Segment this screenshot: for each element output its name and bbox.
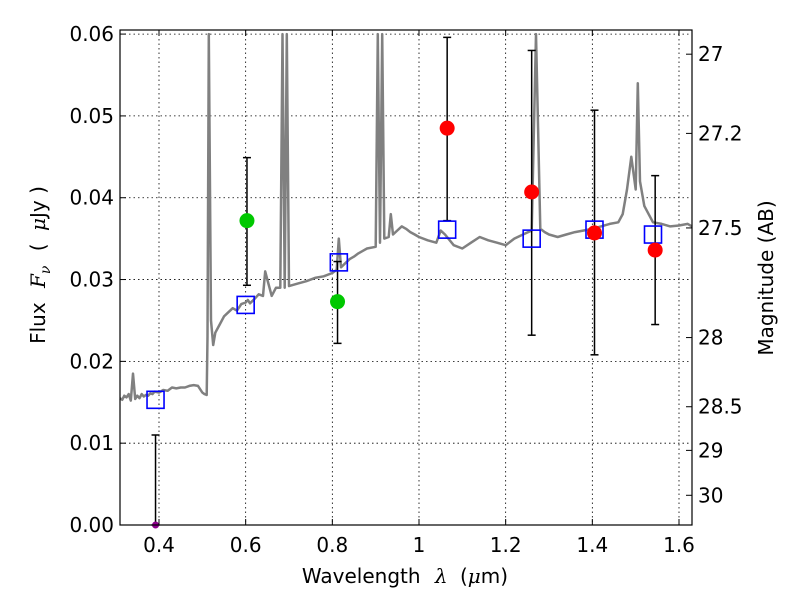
x-tick-label: 0.4 — [143, 533, 175, 557]
red-detection-point — [647, 242, 663, 258]
y-tick-label: 0.03 — [69, 268, 114, 292]
x-axis-label: Wavelength λ (μm) — [302, 564, 508, 588]
red-detection-point — [524, 184, 540, 200]
model-point-square — [437, 220, 457, 239]
x-tick-label: 1.4 — [576, 533, 608, 557]
right-tick-label: 30 — [698, 483, 723, 507]
template-spectrum-line — [119, 32, 693, 402]
right-tick-label: 28.5 — [698, 395, 743, 419]
model-point-square — [329, 253, 349, 272]
y-axis-label-left: Flux Fν ( μJy ) — [26, 186, 55, 344]
model-point-square — [643, 225, 663, 244]
y-axis-label-right: Magnitude (AB) — [754, 200, 778, 355]
x-tick-label: 1.2 — [490, 533, 522, 557]
right-tick-label: 27.5 — [698, 216, 743, 240]
data-markers — [146, 120, 663, 529]
y-tick-label: 0.06 — [69, 22, 114, 46]
grid — [120, 30, 692, 526]
x-tick-label: 0.8 — [316, 533, 348, 557]
model-point-square — [522, 229, 541, 248]
model-point-square — [146, 390, 165, 410]
plot-frame — [119, 29, 693, 526]
error-bars — [151, 36, 660, 526]
right-tick-label: 28 — [698, 326, 723, 350]
axis-ticks: 0.4 0.6 0.8 1 1.2 1.4 1.6 0.00 0.01 0.02 0.03 0.04 0… — [69, 22, 742, 557]
x-tick-label: 1.6 — [663, 533, 695, 557]
x-tick-label: 0.6 — [230, 533, 262, 557]
right-tick-label: 27 — [698, 42, 723, 66]
green-detection-point — [239, 213, 255, 229]
red-detection-point — [439, 120, 455, 136]
green-detection-point — [330, 294, 346, 310]
red-detection-point — [587, 225, 602, 241]
y-tick-label: 0.01 — [69, 431, 114, 455]
y-tick-label: 0.04 — [69, 186, 114, 210]
y-tick-label: 0.00 — [69, 513, 114, 537]
model-point-square — [236, 295, 255, 315]
x-tick-label: 1 — [413, 533, 426, 557]
template-spectrum — [119, 32, 693, 402]
y-tick-label: 0.02 — [69, 349, 114, 373]
right-tick-label: 29 — [698, 438, 723, 462]
y-tick-label: 0.05 — [69, 104, 114, 128]
right-tick-label: 27.2 — [698, 121, 743, 145]
